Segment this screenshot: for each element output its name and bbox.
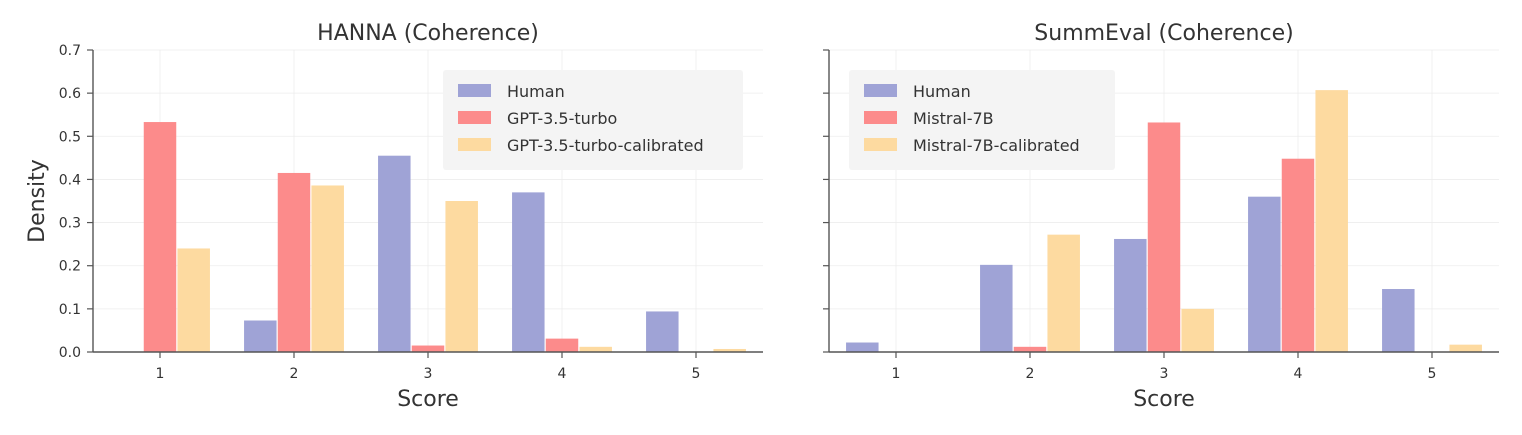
bar-gpt-3-5-turbo-calibrated-score-4 <box>579 346 612 352</box>
x-tick-label: 5 <box>1428 366 1437 382</box>
x-tick-label: 1 <box>892 366 901 382</box>
bar-human-score-5 <box>646 311 679 352</box>
bar-human-score-2 <box>244 320 277 352</box>
bar-mistral-7b-calibrated-score-5 <box>1449 344 1482 352</box>
x-tick-label: 2 <box>1026 366 1035 382</box>
bar-mistral-7b-calibrated-score-3 <box>1181 308 1214 352</box>
bar-human-score-3 <box>378 155 411 352</box>
legend-swatch <box>458 111 491 124</box>
bar-mistral-7b-calibrated-score-2 <box>1047 234 1080 352</box>
y-tick-label: 0.0 <box>59 345 81 361</box>
x-tick-label: 2 <box>290 366 299 382</box>
bar-human-score-2 <box>980 264 1013 352</box>
y-tick-label: 0.5 <box>59 129 81 145</box>
legend: Human Mistral-7B Mistral-7B-calibrated <box>849 70 1115 170</box>
legend-label: Mistral-7B <box>913 109 994 128</box>
legend-box <box>849 70 1115 170</box>
x-tick-label: 3 <box>1160 366 1169 382</box>
bar-gpt-3-5-turbo-calibrated-score-2 <box>311 185 344 352</box>
legend-label: GPT-3.5-turbo <box>507 109 617 128</box>
bar-gpt-3-5-turbo-score-2 <box>277 172 311 352</box>
bar-human-score-4 <box>1248 196 1281 352</box>
legend-swatch <box>864 84 897 97</box>
hanna-coherence-chart: 0.0 0.1 0.2 0.3 0.4 0.5 0.6 0.7 1 2 3 4 5 HANNA (Cohe… <box>59 21 763 412</box>
y-tick-label: 0.7 <box>59 43 81 59</box>
legend-swatch <box>458 138 491 151</box>
bar-mistral-7b-score-2 <box>1013 346 1047 352</box>
x-axis-label: Score <box>1133 387 1195 412</box>
x-axis-label: Score <box>397 387 459 412</box>
y-tick-label: 0.2 <box>59 259 81 275</box>
bar-human-score-5 <box>1382 289 1415 352</box>
bar-gpt-3-5-turbo-calibrated-score-1 <box>177 248 210 352</box>
summeval-coherence-chart: 1 2 3 4 5 SummEval (Coherence) Score Human Mistr… <box>823 21 1499 412</box>
bar-mistral-7b-score-3 <box>1147 122 1181 352</box>
legend-swatch <box>864 111 897 124</box>
x-tick-label: 4 <box>1294 366 1303 382</box>
bar-gpt-3-5-turbo-score-4 <box>545 338 579 352</box>
legend-label: Human <box>913 82 971 101</box>
legend-label: Human <box>507 82 565 101</box>
bar-mistral-7b-calibrated-score-4 <box>1315 90 1348 352</box>
y-axis-label: Density <box>25 159 50 243</box>
legend-swatch <box>458 84 491 97</box>
legend-box <box>443 70 743 170</box>
bar-gpt-3-5-turbo-calibrated-score-3 <box>445 201 478 352</box>
bar-gpt-3-5-turbo-score-3 <box>411 345 445 352</box>
y-tick-label: 0.1 <box>59 302 81 318</box>
bar-gpt-3-5-turbo-calibrated-score-5 <box>713 348 746 352</box>
y-tick-label: 0.6 <box>59 86 81 102</box>
y-tick-label: 0.4 <box>59 172 81 188</box>
x-tick-label: 5 <box>692 366 701 382</box>
x-tick-label: 1 <box>156 366 165 382</box>
bar-human-score-4 <box>512 192 545 352</box>
legend-swatch <box>864 138 897 151</box>
y-tick-label: 0.3 <box>59 216 81 232</box>
bar-gpt-3-5-turbo-score-1 <box>143 122 177 352</box>
x-tick-label: 4 <box>558 366 567 382</box>
legend-label: GPT-3.5-turbo-calibrated <box>507 136 704 155</box>
bar-mistral-7b-score-4 <box>1281 158 1315 352</box>
x-tick-label: 3 <box>424 366 433 382</box>
legend-label: Mistral-7B-calibrated <box>913 136 1080 155</box>
legend: Human GPT-3.5-turbo GPT-3.5-turbo-calibrat… <box>443 70 743 170</box>
chart-title: HANNA (Coherence) <box>317 21 539 46</box>
bar-human-score-1 <box>846 342 879 352</box>
chart-title: SummEval (Coherence) <box>1034 21 1293 46</box>
bar-human-score-3 <box>1114 238 1147 352</box>
